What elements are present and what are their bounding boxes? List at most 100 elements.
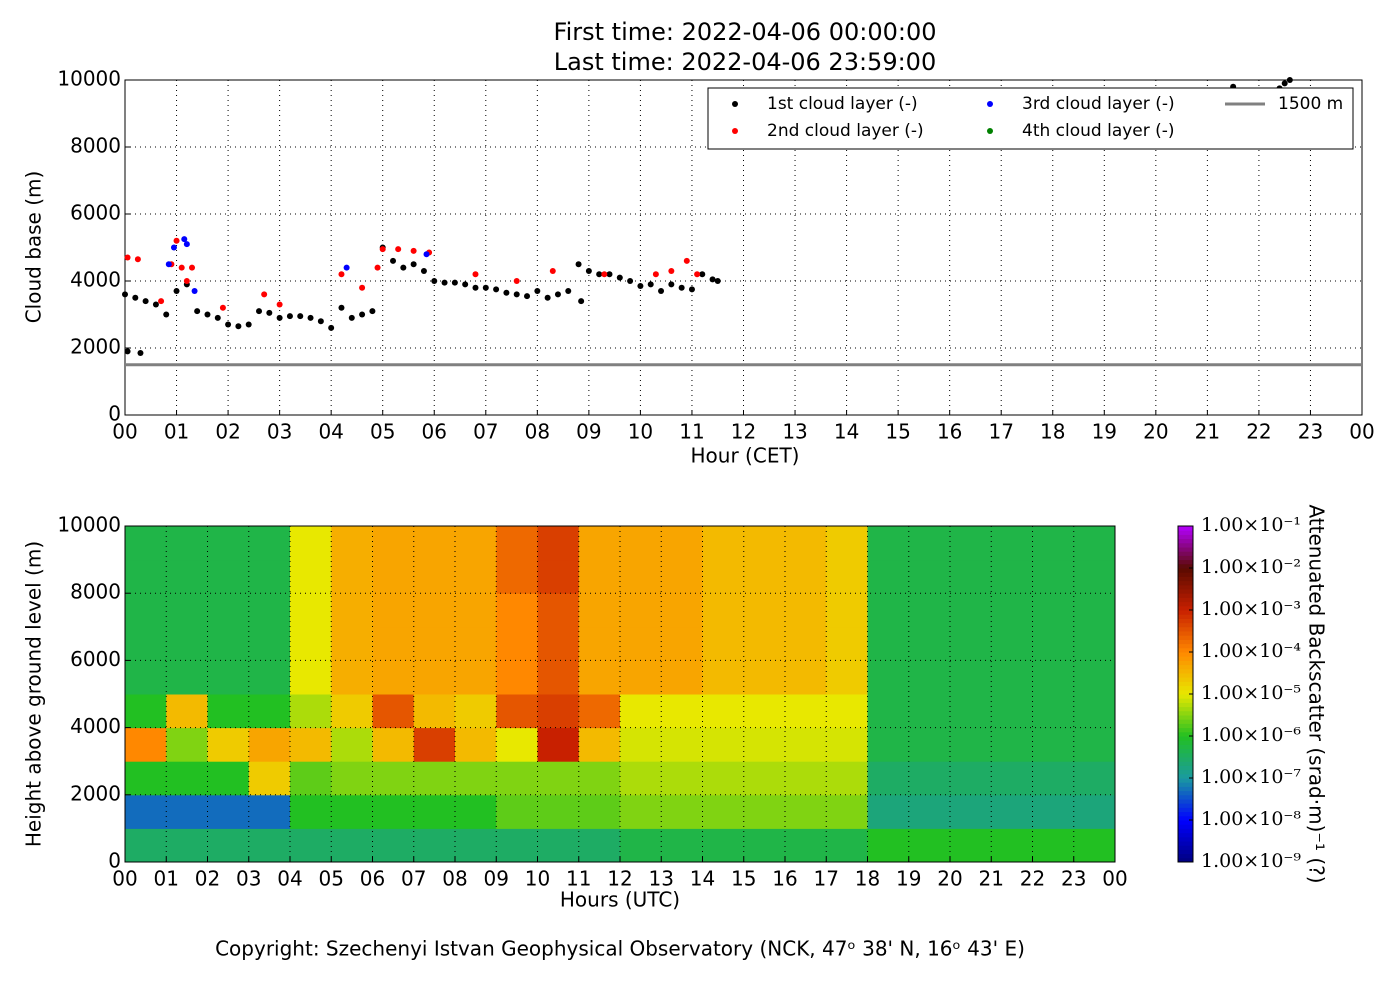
- heatmap-cell: [743, 694, 786, 729]
- heatmap-cell: [826, 660, 868, 695]
- x-axis-label: Hours (UTC): [560, 888, 680, 912]
- y-tick-label: 2000: [70, 781, 121, 805]
- heatmap-cell: [166, 761, 208, 796]
- colorbar-segment: [1178, 731, 1193, 737]
- data-point: [714, 278, 721, 284]
- data-point: [173, 237, 180, 244]
- heatmap-cell: [1073, 559, 1116, 594]
- colorbar-segment: [1178, 656, 1193, 661]
- heatmap-cell: [248, 660, 291, 695]
- colorbar-tick-label: 1.00×10⁻⁸: [1201, 808, 1301, 830]
- heatmap-cell: [826, 694, 868, 729]
- heatmap-cell: [248, 828, 291, 863]
- x-tick-label: 17: [814, 867, 839, 891]
- colorbar-segment: [1178, 773, 1193, 779]
- heatmap-cell: [125, 626, 167, 661]
- x-tick-label: 23: [1298, 420, 1323, 444]
- heatmap-cell: [125, 794, 167, 829]
- heatmap-cell: [1073, 727, 1116, 762]
- data-point: [245, 321, 252, 328]
- x-tick-label: 08: [442, 867, 467, 891]
- colorbar-segment: [1178, 647, 1193, 653]
- heatmap-cell: [413, 593, 456, 628]
- heatmap-cell: [743, 828, 786, 863]
- x-tick-label: 20: [937, 867, 962, 891]
- heatmap-cell: [950, 660, 992, 695]
- colorbar-tick-label: 1.00×10⁻²: [1201, 556, 1301, 578]
- heatmap-cell: [785, 828, 827, 863]
- heatmap-cell: [785, 694, 827, 729]
- data-point: [668, 267, 675, 274]
- data-point: [317, 318, 324, 325]
- heatmap-cell: [166, 626, 208, 661]
- heatmap-cell: [661, 593, 703, 628]
- colorbar-segment: [1178, 563, 1193, 569]
- colorbar-segment: [1178, 681, 1193, 687]
- data-point: [158, 298, 165, 305]
- heatmap-cell: [950, 727, 992, 762]
- x-tick-label: 00: [1349, 420, 1374, 444]
- heatmap-cell: [991, 794, 1033, 829]
- heatmap-cell: [248, 727, 291, 762]
- heatmap-cell: [867, 694, 910, 729]
- x-tick-label: 17: [988, 420, 1013, 444]
- heatmap-cell: [1073, 660, 1116, 695]
- heatmap-cell: [950, 794, 992, 829]
- legend-label: 4th cloud layer (-): [1022, 121, 1175, 141]
- heatmap-cell: [248, 694, 291, 729]
- heatmap-cell: [455, 559, 497, 594]
- y-tick-label: 2000: [70, 335, 121, 359]
- colorbar-segment: [1178, 727, 1193, 733]
- x-tick-label: 03: [267, 420, 292, 444]
- x-tick-label: 06: [422, 420, 447, 444]
- colorbar-segment: [1178, 689, 1193, 695]
- data-point: [152, 301, 159, 308]
- heatmap-cell: [991, 559, 1033, 594]
- heatmap-cell: [166, 727, 208, 762]
- data-point: [585, 267, 592, 274]
- heatmap-cell: [125, 694, 167, 729]
- x-tick-label: 04: [277, 867, 302, 891]
- colorbar-segment: [1178, 828, 1193, 834]
- data-point: [534, 288, 541, 295]
- heatmap-cell: [331, 559, 373, 594]
- y-tick-label: 0: [108, 849, 121, 873]
- heatmap-cell: [991, 626, 1033, 661]
- heatmap-cell: [496, 794, 538, 829]
- heatmap-cell: [331, 694, 373, 729]
- x-tick-label: 08: [525, 420, 550, 444]
- colorbar-segment: [1178, 589, 1193, 594]
- data-point: [652, 271, 659, 278]
- heatmap-cell: [372, 526, 415, 561]
- data-point: [374, 264, 381, 271]
- heatmap-cell: [743, 660, 786, 695]
- heatmap-cell: [702, 626, 745, 661]
- heatmap-cell: [743, 794, 786, 829]
- heatmap-cell: [826, 559, 868, 594]
- colorbar-segment: [1178, 559, 1193, 565]
- y-tick-label: 10000: [57, 67, 121, 91]
- colorbar-segment: [1178, 685, 1193, 691]
- plot-frame: [124, 79, 1363, 416]
- data-point: [451, 279, 458, 286]
- heatmap-cell: [578, 660, 621, 695]
- data-point: [256, 308, 263, 315]
- heatmap-cell: [702, 526, 745, 561]
- x-tick-label: 01: [154, 867, 179, 891]
- heatmap-cell: [166, 828, 208, 863]
- x-tick-label: 15: [885, 420, 910, 444]
- heatmap-cell: [290, 526, 332, 561]
- heatmap-cell: [455, 761, 497, 796]
- heatmap-cell: [166, 794, 208, 829]
- heatmap-cell: [743, 593, 786, 628]
- heatmap-cell: [372, 727, 415, 762]
- heatmap-cell: [991, 660, 1033, 695]
- heatmap-cell: [496, 526, 538, 561]
- heatmap-cell: [620, 626, 662, 661]
- heatmap-cell: [496, 727, 538, 762]
- data-point: [369, 308, 376, 315]
- colorbar-segment: [1178, 794, 1193, 800]
- heatmap-cell: [578, 694, 621, 729]
- data-point: [683, 257, 690, 264]
